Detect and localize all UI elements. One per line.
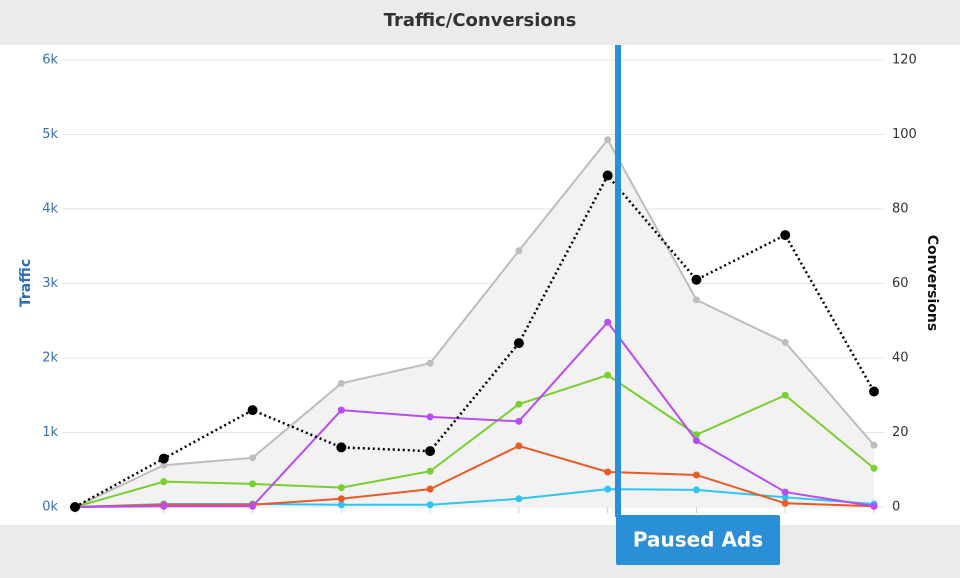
point bbox=[692, 486, 700, 494]
point bbox=[869, 386, 879, 397]
point bbox=[692, 431, 700, 439]
annotation-box bbox=[616, 515, 780, 565]
point bbox=[337, 379, 345, 387]
point bbox=[337, 406, 345, 414]
point bbox=[513, 338, 524, 349]
chart-title: Traffic/Conversions bbox=[384, 10, 577, 31]
y-axis-title: Traffic bbox=[18, 259, 34, 307]
point bbox=[158, 453, 169, 464]
point bbox=[249, 502, 257, 510]
point bbox=[691, 274, 702, 285]
point bbox=[249, 480, 257, 488]
point bbox=[337, 484, 345, 492]
point bbox=[781, 488, 789, 496]
point bbox=[870, 441, 878, 449]
line bbox=[74, 374, 875, 508]
line bbox=[74, 320, 875, 508]
point bbox=[781, 338, 789, 346]
line bbox=[74, 137, 875, 508]
point bbox=[781, 493, 789, 501]
y2-axis-title: Conversions bbox=[924, 235, 940, 331]
point bbox=[604, 371, 612, 379]
point bbox=[781, 391, 789, 399]
y2-tick-label: 100 bbox=[892, 127, 917, 142]
area bbox=[75, 139, 874, 507]
point bbox=[692, 471, 700, 479]
dotted-line bbox=[74, 173, 876, 509]
point bbox=[425, 446, 436, 457]
point bbox=[692, 296, 700, 304]
y-tick-label: 2k bbox=[42, 351, 58, 366]
point bbox=[337, 501, 345, 509]
y-tick-label: 5k bbox=[42, 127, 58, 142]
line bbox=[74, 444, 875, 508]
footer-bar bbox=[0, 525, 960, 578]
point bbox=[602, 170, 613, 181]
point bbox=[870, 464, 878, 472]
point bbox=[426, 501, 434, 509]
point bbox=[515, 442, 523, 450]
point bbox=[515, 417, 523, 425]
point bbox=[160, 502, 168, 510]
y2-tick-label: 80 bbox=[892, 202, 909, 217]
point bbox=[426, 467, 434, 475]
point bbox=[515, 247, 523, 255]
point bbox=[336, 442, 347, 453]
point bbox=[160, 461, 168, 469]
y-tick-label: 1k bbox=[42, 425, 58, 440]
point bbox=[426, 413, 434, 421]
point bbox=[337, 495, 345, 503]
point bbox=[426, 359, 434, 367]
point bbox=[692, 437, 700, 445]
point bbox=[604, 136, 612, 144]
y2-tick-label: 60 bbox=[892, 276, 909, 291]
y2-tick-label: 0 bbox=[892, 500, 900, 515]
point bbox=[247, 405, 258, 416]
point bbox=[160, 478, 168, 486]
point bbox=[870, 502, 878, 510]
y-tick-label: 4k bbox=[42, 202, 58, 217]
point bbox=[604, 485, 612, 493]
point bbox=[604, 468, 612, 476]
y2-tick-label: 20 bbox=[892, 425, 909, 440]
annotation-label: Paused Ads bbox=[633, 528, 763, 552]
point bbox=[604, 318, 612, 326]
point bbox=[70, 502, 80, 512]
point bbox=[249, 454, 257, 462]
y-tick-label: 6k bbox=[42, 53, 58, 68]
title-bar bbox=[0, 0, 960, 45]
point bbox=[515, 400, 523, 408]
y-tick-label: 0k bbox=[42, 500, 58, 515]
point bbox=[515, 495, 523, 503]
point bbox=[426, 485, 434, 493]
plot: 0k 1k 2k 3k 4k 5k 6k 0 20 40 60 80 100 120 bbox=[42, 53, 917, 515]
y-tick-label: 3k bbox=[42, 276, 58, 291]
point bbox=[780, 230, 791, 241]
point bbox=[781, 499, 789, 507]
y2-tick-label: 120 bbox=[892, 53, 917, 68]
y2-tick-label: 40 bbox=[892, 351, 909, 366]
